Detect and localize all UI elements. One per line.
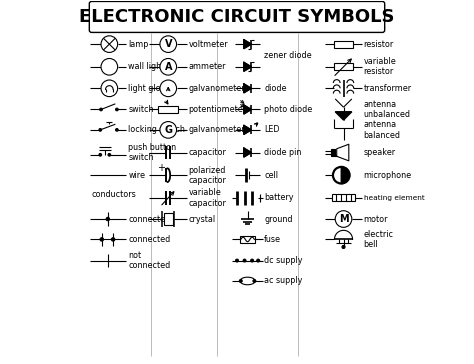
Circle shape xyxy=(101,36,118,52)
Text: resistor: resistor xyxy=(364,40,394,49)
Text: cell: cell xyxy=(264,171,278,180)
Circle shape xyxy=(236,259,238,262)
Text: wire: wire xyxy=(128,171,145,180)
Circle shape xyxy=(101,80,118,96)
Circle shape xyxy=(160,122,176,138)
Circle shape xyxy=(116,128,118,131)
Text: locking switch: locking switch xyxy=(128,125,185,134)
Text: ELECTRONIC CIRCUIT SYMBOLS: ELECTRONIC CIRCUIT SYMBOLS xyxy=(79,8,395,26)
Circle shape xyxy=(257,259,260,262)
Text: diode: diode xyxy=(264,84,287,93)
Polygon shape xyxy=(244,84,251,93)
Text: M: M xyxy=(339,214,348,224)
Polygon shape xyxy=(244,105,251,114)
Text: zener diode: zener diode xyxy=(264,51,312,60)
Circle shape xyxy=(101,59,118,75)
Text: galvanometer: galvanometer xyxy=(189,125,245,134)
Bar xyxy=(158,106,178,113)
Text: connected: connected xyxy=(128,214,171,223)
Text: microphone: microphone xyxy=(364,171,411,180)
Text: heating element: heating element xyxy=(364,195,424,201)
Text: battery: battery xyxy=(264,193,294,202)
Text: variable
resistor: variable resistor xyxy=(364,57,396,76)
Circle shape xyxy=(335,211,352,228)
Text: ammeter: ammeter xyxy=(189,62,226,71)
Text: crystal: crystal xyxy=(189,214,216,223)
Text: dc supply: dc supply xyxy=(264,256,303,265)
Circle shape xyxy=(342,245,345,249)
Text: push button
switch: push button switch xyxy=(128,143,176,162)
Polygon shape xyxy=(244,62,251,71)
Polygon shape xyxy=(341,167,349,183)
Text: not
connected: not connected xyxy=(128,251,171,270)
Text: photo diode: photo diode xyxy=(264,105,312,114)
Polygon shape xyxy=(337,144,349,161)
Text: diode pin: diode pin xyxy=(264,148,301,157)
FancyBboxPatch shape xyxy=(89,1,385,32)
Text: capacitor: capacitor xyxy=(189,148,227,157)
Text: ground: ground xyxy=(264,214,293,223)
Circle shape xyxy=(99,154,101,156)
Text: transformer: transformer xyxy=(364,84,411,93)
Text: fuse: fuse xyxy=(264,235,281,244)
Circle shape xyxy=(251,259,254,262)
FancyBboxPatch shape xyxy=(83,0,391,364)
Text: antenna
balanced: antenna balanced xyxy=(364,120,401,139)
Bar xyxy=(240,236,255,243)
Circle shape xyxy=(243,259,246,262)
Circle shape xyxy=(108,154,110,156)
Polygon shape xyxy=(244,125,251,134)
Text: switch: switch xyxy=(128,105,154,114)
Text: conductors: conductors xyxy=(91,190,136,199)
Bar xyxy=(164,213,173,225)
Text: antenna
unbalanced: antenna unbalanced xyxy=(364,100,410,119)
Circle shape xyxy=(333,167,349,183)
Circle shape xyxy=(160,36,176,52)
Text: wall light: wall light xyxy=(128,62,164,71)
Text: ac supply: ac supply xyxy=(264,277,302,285)
Text: A: A xyxy=(164,62,172,72)
Text: polarized
capacitor: polarized capacitor xyxy=(189,166,227,185)
Text: motor: motor xyxy=(364,214,388,223)
Text: G: G xyxy=(164,125,172,135)
Text: voltmeter: voltmeter xyxy=(189,40,228,49)
Circle shape xyxy=(99,128,101,131)
Text: connected: connected xyxy=(128,235,171,244)
Circle shape xyxy=(111,238,115,241)
Bar xyxy=(334,63,353,70)
Circle shape xyxy=(253,280,256,282)
Text: potentiometer: potentiometer xyxy=(189,105,247,114)
Circle shape xyxy=(160,80,176,96)
Polygon shape xyxy=(244,40,251,49)
Text: V: V xyxy=(164,39,172,49)
Circle shape xyxy=(239,280,242,282)
Circle shape xyxy=(106,217,109,221)
Bar xyxy=(331,149,337,156)
Text: electric
bell: electric bell xyxy=(364,230,393,249)
Text: galvanometer: galvanometer xyxy=(189,84,245,93)
Text: lamp: lamp xyxy=(128,40,148,49)
Text: variable
capacitor: variable capacitor xyxy=(189,188,227,207)
Circle shape xyxy=(160,59,176,75)
Polygon shape xyxy=(244,148,251,157)
Bar xyxy=(334,41,353,48)
Circle shape xyxy=(116,108,118,111)
Text: LED: LED xyxy=(264,125,280,134)
Polygon shape xyxy=(335,112,352,120)
Text: speaker: speaker xyxy=(364,148,396,157)
Polygon shape xyxy=(335,230,353,240)
Bar xyxy=(332,194,355,201)
Circle shape xyxy=(100,108,102,111)
Circle shape xyxy=(100,238,103,241)
Text: light globe: light globe xyxy=(128,84,171,93)
Text: +: + xyxy=(157,163,165,173)
